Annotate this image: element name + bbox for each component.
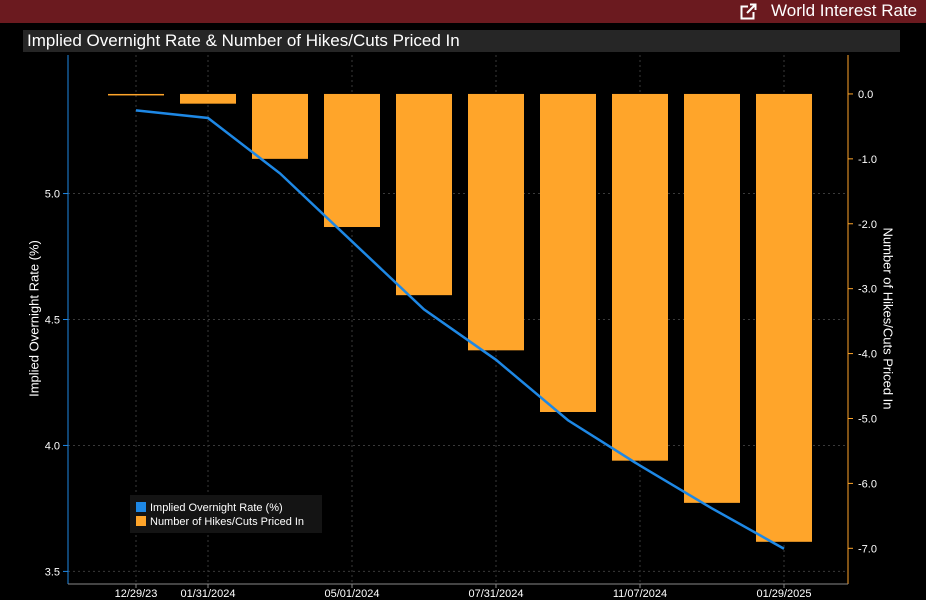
- y-right-tick-label: -4.0: [858, 349, 877, 361]
- bar: [324, 93, 380, 228]
- bar: [756, 93, 812, 542]
- y-axis-left-title: Implied Overnight Rate (%): [26, 240, 42, 397]
- y-axis-right-title: Number of Hikes/Cuts Priced In: [880, 227, 896, 410]
- y-left-tick-label: 5.0: [45, 189, 60, 201]
- legend-swatch-hikes: [136, 516, 146, 526]
- x-tick-label: 12/29/23: [115, 588, 158, 600]
- y-right-tick-label: -1.0: [858, 154, 877, 166]
- y-right-tick-label: -3.0: [858, 284, 877, 296]
- y-right-tick-label: -5.0: [858, 413, 877, 425]
- chart-title: Implied Overnight Rate & Number of Hikes…: [27, 31, 460, 50]
- rate-line: [135, 109, 785, 550]
- chart-legend: Implied Overnight Rate (%) Number of Hik…: [130, 495, 322, 533]
- y-right-tick-label: -6.0: [858, 478, 877, 490]
- x-tick-label: 05/01/2024: [324, 588, 379, 600]
- legend-label-hikes: Number of Hikes/Cuts Priced In: [150, 516, 305, 528]
- x-tick-label: 01/29/2025: [756, 588, 811, 600]
- x-tick-label: 07/31/2024: [468, 588, 523, 600]
- y-right-tick-label: -7.0: [858, 543, 877, 555]
- legend-item-rate: Implied Overnight Rate (%): [136, 501, 283, 515]
- y-left-tick-label: 4.5: [45, 315, 60, 327]
- external-link-icon[interactable]: [740, 3, 757, 20]
- x-tick-label: 01/31/2024: [180, 588, 235, 600]
- bar: [180, 93, 236, 104]
- y-right-tick-label: 0.0: [858, 89, 873, 101]
- y-left-tick-label: 4.0: [45, 440, 60, 452]
- top-bar: World Interest Rate: [0, 0, 926, 23]
- y-right-tick-label: -2.0: [858, 219, 877, 231]
- legend-swatch-rate: [136, 502, 146, 512]
- bar: [396, 93, 452, 296]
- chart-title-bar: Implied Overnight Rate & Number of Hikes…: [23, 30, 900, 52]
- y-left-tick-label: 3.5: [45, 566, 60, 578]
- bar: [612, 93, 668, 461]
- x-tick-label: 11/07/2024: [613, 588, 667, 600]
- bar: [252, 93, 308, 159]
- bar: [468, 93, 524, 351]
- legend-item-hikes: Number of Hikes/Cuts Priced In: [136, 515, 304, 529]
- legend-label-rate: Implied Overnight Rate (%): [150, 502, 283, 514]
- bar: [108, 93, 164, 96]
- app-title: World Interest Rate: [771, 1, 918, 20]
- bar: [540, 93, 596, 412]
- bar: [684, 93, 740, 503]
